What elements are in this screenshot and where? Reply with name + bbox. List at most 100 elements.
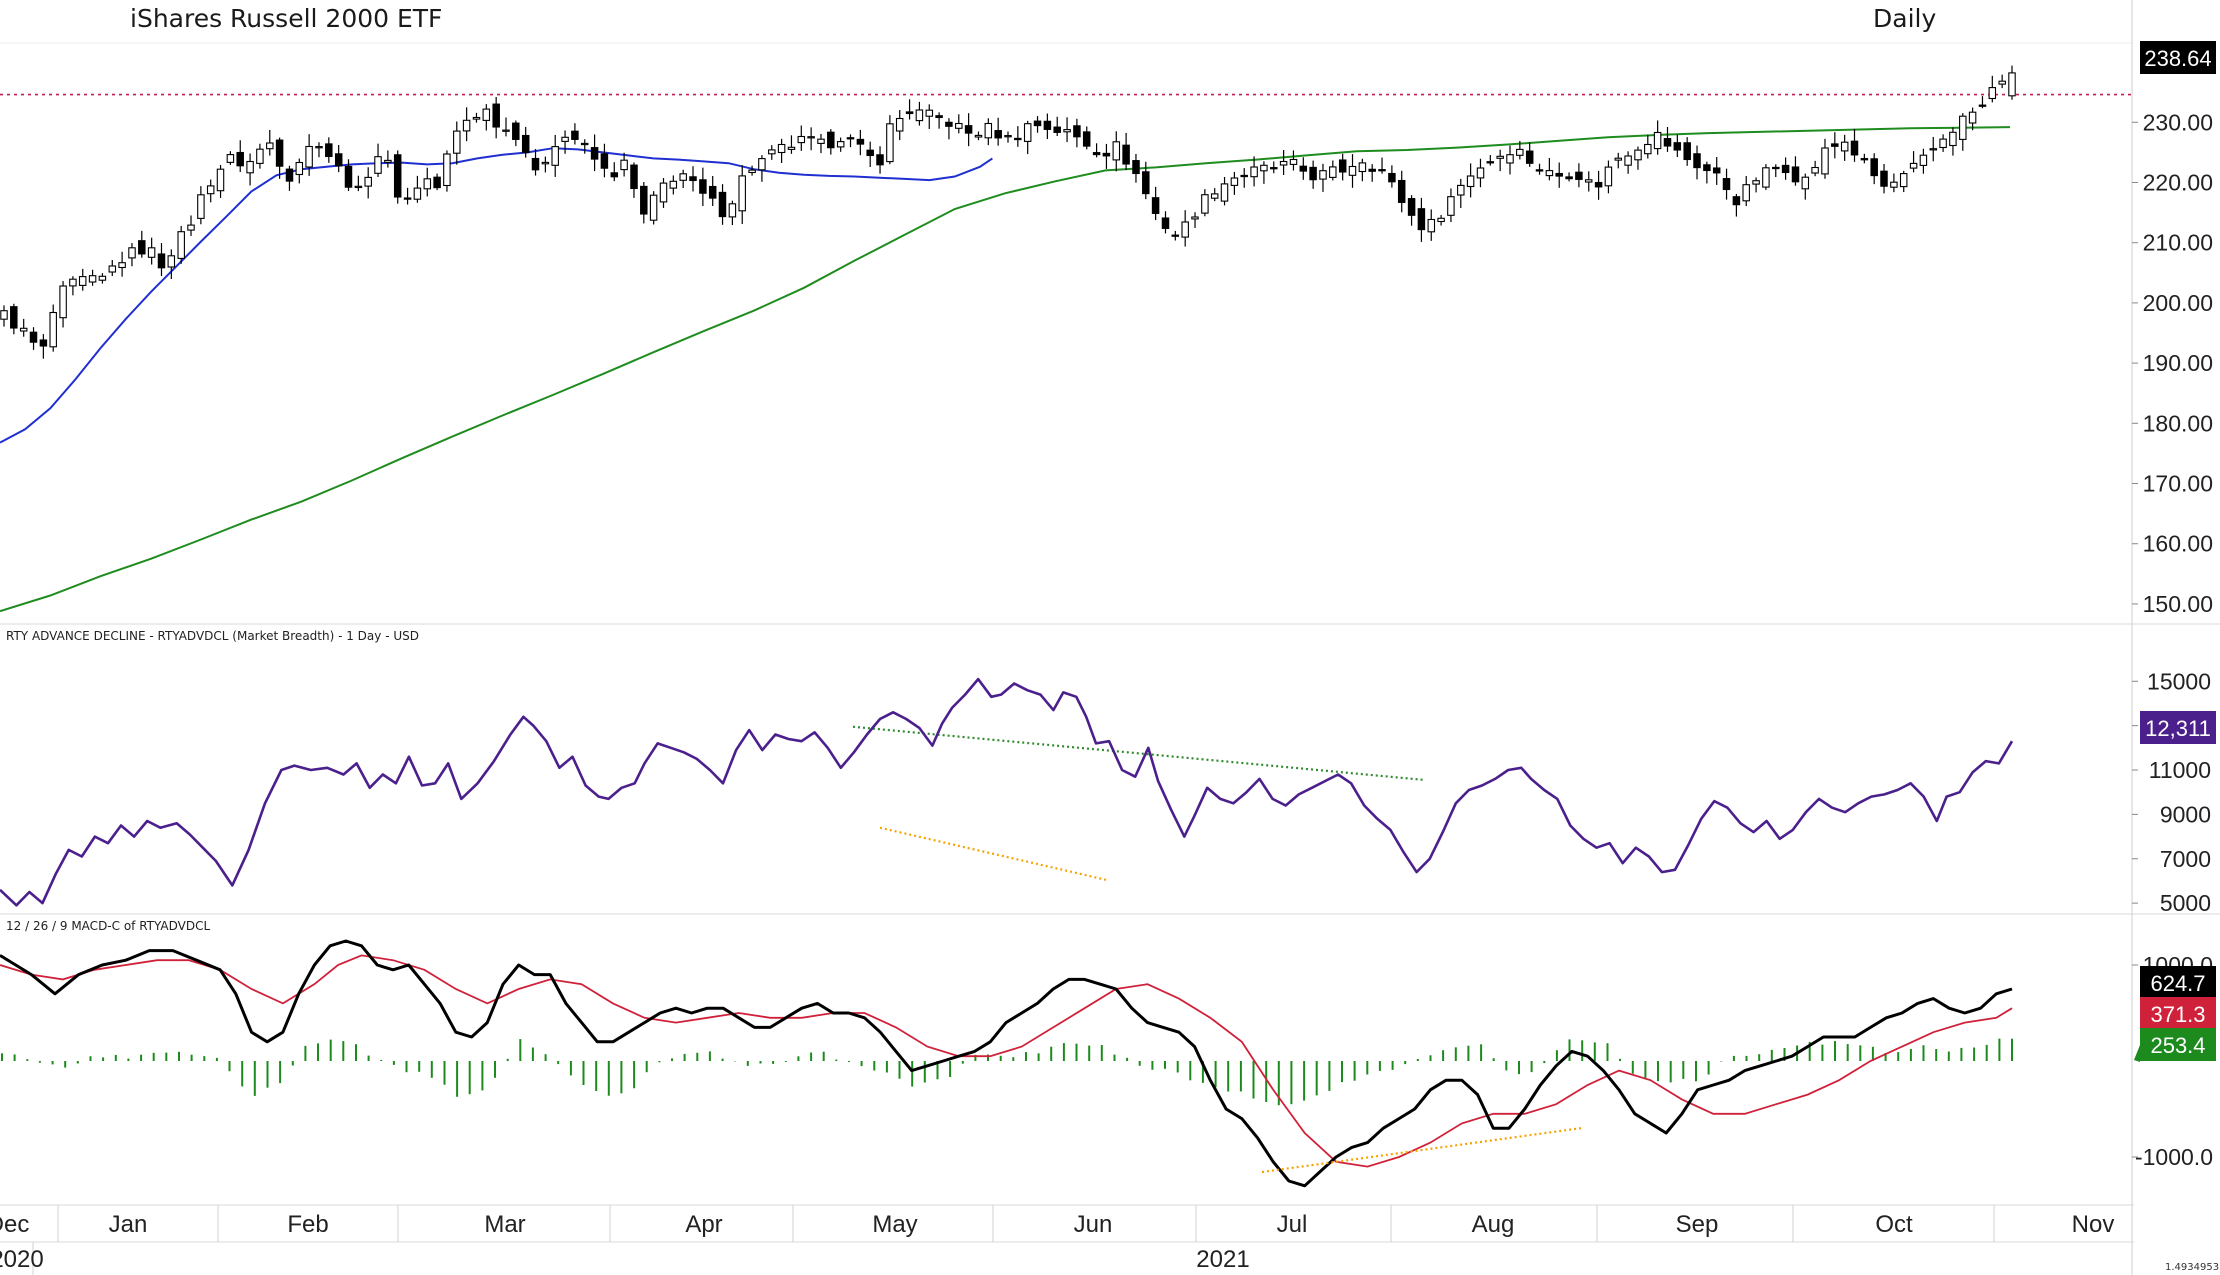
candle: [325, 137, 333, 163]
candle-body: [1210, 193, 1219, 199]
candle: [98, 273, 107, 284]
candle-body: [1634, 149, 1642, 161]
candle: [1762, 164, 1770, 190]
candle-body: [1653, 131, 1662, 150]
candle: [1112, 131, 1121, 172]
candle: [502, 117, 510, 137]
candle-body: [817, 138, 825, 144]
candle-body: [1752, 180, 1760, 185]
candle: [1959, 113, 1967, 151]
candle-body: [728, 203, 737, 218]
candle-body: [295, 161, 304, 176]
candle: [1693, 145, 1701, 180]
candle-body: [393, 154, 402, 198]
candle-body: [1338, 159, 1347, 173]
candle: [1732, 193, 1741, 217]
candle-body: [344, 165, 353, 188]
candle: [1210, 188, 1219, 202]
candle: [157, 243, 166, 277]
candle: [1516, 141, 1524, 160]
candle-body: [1368, 168, 1376, 172]
candle: [1781, 157, 1790, 180]
candle-body: [1683, 142, 1691, 161]
candle-body: [807, 136, 815, 139]
candle-body: [1151, 197, 1160, 214]
candle: [640, 182, 648, 224]
candle: [403, 187, 412, 205]
candle: [964, 113, 973, 147]
candle: [1673, 134, 1682, 157]
candle-body: [551, 146, 559, 166]
candle: [1821, 138, 1829, 179]
candle-body: [1132, 160, 1140, 175]
candle-body: [108, 265, 117, 273]
candle-body: [1122, 144, 1130, 165]
candle-body: [1899, 173, 1908, 188]
candle: [187, 215, 195, 236]
candle: [1092, 143, 1101, 158]
candle-body: [1998, 80, 2006, 85]
macd-support-trendline: [1261, 1126, 1583, 1174]
candle: [541, 156, 550, 173]
candle-body: [1821, 147, 1829, 175]
period-label: Daily: [1873, 4, 1937, 33]
candle-body: [925, 109, 934, 117]
candle-body: [1014, 137, 1022, 141]
candle-body: [206, 185, 215, 195]
candle-body: [69, 278, 77, 287]
candle-body: [964, 125, 973, 134]
candle-body: [1781, 164, 1790, 174]
candle: [610, 162, 619, 182]
candle-body: [984, 122, 993, 139]
candle: [955, 114, 963, 134]
candle: [1663, 127, 1672, 152]
price-tick-label: 180.00: [2143, 410, 2213, 436]
candle: [580, 139, 589, 154]
candle: [1772, 164, 1780, 178]
candle-body: [354, 185, 363, 189]
candle: [1801, 173, 1810, 200]
candle: [866, 141, 874, 167]
candle: [206, 179, 215, 203]
candle-body: [256, 148, 264, 164]
candle-body: [1831, 143, 1839, 147]
candle-body: [758, 158, 766, 171]
macd-tick-label: -1000.0: [2135, 1144, 2213, 1170]
macd-last-badge-box: [2140, 966, 2216, 999]
candle: [1132, 153, 1140, 183]
candle-body: [777, 143, 786, 154]
candle-body: [1191, 216, 1199, 220]
candle-body: [1171, 234, 1180, 237]
candle: [1919, 148, 1928, 174]
candle-body: [236, 151, 244, 167]
candle-body: [138, 240, 146, 255]
candle-body: [1772, 166, 1780, 170]
candle-body: [797, 135, 806, 144]
candle: [758, 155, 766, 182]
candle-body: [10, 306, 18, 329]
candle-body: [1850, 140, 1859, 156]
candle: [531, 149, 540, 176]
candle: [1368, 164, 1376, 182]
candle: [836, 137, 845, 152]
candle: [1270, 161, 1278, 174]
candle: [1644, 134, 1652, 159]
candle-body: [1811, 166, 1819, 174]
candle: [1073, 118, 1081, 148]
candle: [138, 230, 146, 258]
candle: [1712, 156, 1721, 185]
month-label: Nov: [2072, 1211, 2115, 1238]
histogram-last-badge-text: 253.4: [2150, 1033, 2205, 1058]
candle: [994, 117, 1002, 146]
candle: [1447, 188, 1455, 223]
candle: [1476, 158, 1485, 188]
candle-body: [1004, 135, 1012, 138]
candle: [29, 327, 38, 350]
candle-body: [768, 149, 776, 155]
candle-body: [1407, 198, 1416, 216]
candle-body: [1840, 141, 1849, 152]
candle-body: [738, 175, 746, 212]
candle-body: [1082, 131, 1091, 147]
